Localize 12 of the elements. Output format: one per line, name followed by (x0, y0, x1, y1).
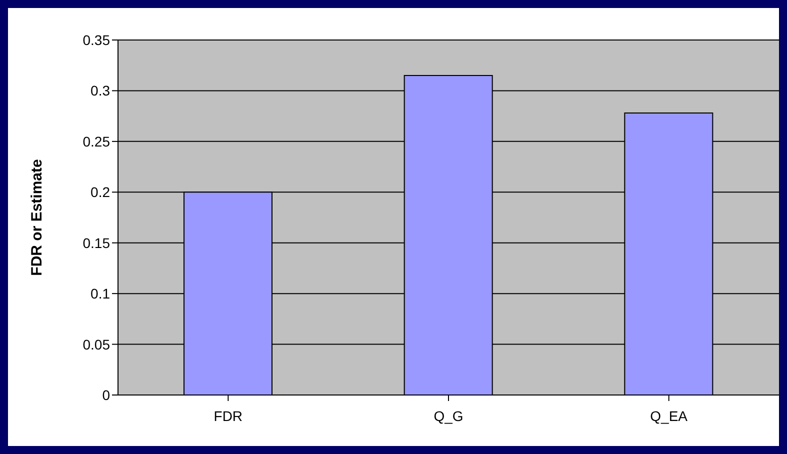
y-tick-label: 0.15 (82, 234, 110, 251)
y-tick-label: 0.1 (90, 286, 110, 302)
y-tick-label: 0.2 (90, 184, 110, 200)
x-tick-label: Q_EA (650, 408, 688, 424)
y-tick-label: 0.3 (90, 82, 110, 99)
y-tick-label: 0.05 (82, 336, 110, 352)
y-axis-title: FDR or Estimate (28, 159, 46, 276)
y-tick-label: 0.35 (82, 32, 110, 48)
y-tick-label: 0 (102, 386, 110, 403)
y-tick-label: 0.25 (82, 133, 110, 150)
x-tick-label: FDR (214, 408, 243, 424)
x-tick-label: Q_G (434, 408, 464, 424)
